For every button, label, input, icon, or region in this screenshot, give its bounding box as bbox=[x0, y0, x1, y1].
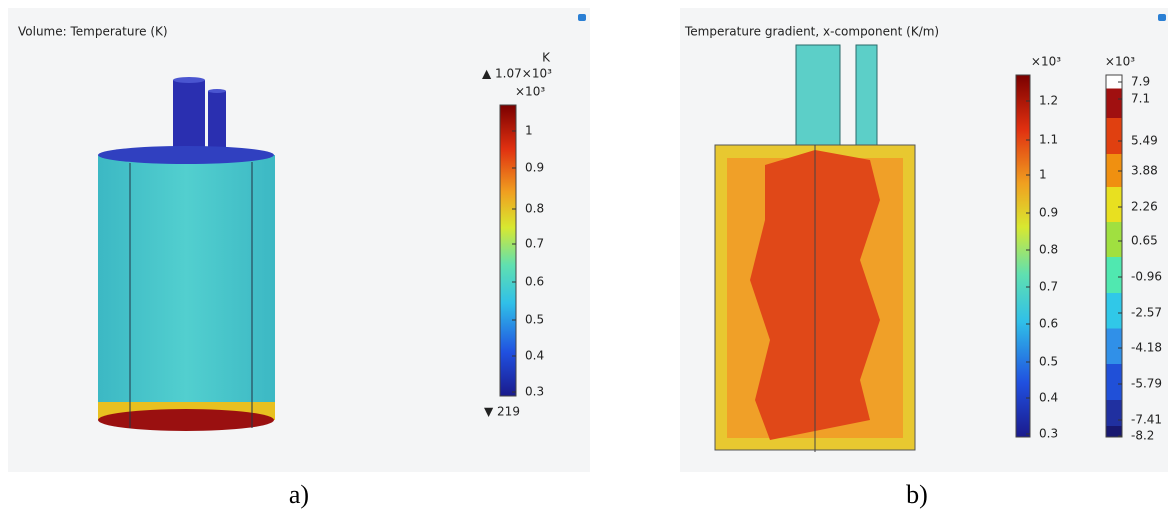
colorbar-tick-label: 0.6 bbox=[1039, 317, 1058, 331]
colorbar-segment bbox=[1106, 89, 1122, 119]
view-icon[interactable] bbox=[1158, 14, 1166, 21]
colorbar-segment bbox=[1106, 364, 1122, 400]
colorbar-segment bbox=[1106, 426, 1122, 437]
colorbar-tick-label: 0.9 bbox=[525, 161, 544, 175]
colorbar bbox=[500, 105, 516, 396]
view-icon[interactable] bbox=[578, 14, 586, 21]
colorbar-segment bbox=[1106, 400, 1122, 426]
colorbar-tick-label: 2.26 bbox=[1131, 200, 1158, 214]
colorbar-tick-label: -0.96 bbox=[1131, 270, 1162, 284]
colorbar-tick-label: 0.7 bbox=[1039, 280, 1058, 294]
colorbar-tick-label: 0.5 bbox=[525, 313, 544, 327]
colorbar-tick-label: 1 bbox=[1039, 168, 1047, 182]
colorbar-segment bbox=[1106, 329, 1122, 365]
colorbar-tick-label: 1.1 bbox=[1039, 133, 1058, 147]
panel-title: Temperature gradient, x-component (K/m) bbox=[684, 25, 939, 39]
colorbar-segment bbox=[1106, 293, 1122, 329]
figure: Volume: Temperature (K) K ▲ 1.07×10³ ×10… bbox=[0, 0, 1168, 519]
colorbar-tick-label: 5.49 bbox=[1131, 134, 1158, 148]
colorbar-scale: ×10³ bbox=[515, 85, 545, 99]
colorbar-tick-label: 0.3 bbox=[1039, 427, 1058, 441]
colorbar-tick-label: -4.18 bbox=[1131, 341, 1162, 355]
colorbar-discrete bbox=[1106, 75, 1122, 437]
colorbar-segment bbox=[1106, 187, 1122, 222]
colorbar-scale: ×10³ bbox=[1031, 55, 1061, 69]
colorbar-min: ▼ 219 bbox=[484, 405, 520, 419]
colorbar-tick-label: 7.1 bbox=[1131, 92, 1150, 106]
colorbar-tick-label: 0.3 bbox=[525, 385, 544, 399]
colorbar bbox=[1016, 75, 1030, 437]
colorbar-tick-label: 0.9 bbox=[1039, 206, 1058, 220]
colorbar-max: ▲ 1.07×10³ bbox=[482, 67, 552, 81]
caption: b) bbox=[906, 480, 928, 509]
colorbar-tick-label: 1.2 bbox=[1039, 94, 1058, 108]
colorbar-tick-label: 3.88 bbox=[1131, 164, 1158, 178]
colorbar-tick-label: 0.7 bbox=[525, 237, 544, 251]
colorbar-scale: ×10³ bbox=[1105, 55, 1135, 69]
colorbar-tick-label: 0.4 bbox=[525, 349, 544, 363]
colorbar-tick-label: 0.5 bbox=[1039, 355, 1058, 369]
colorbar-tick-label: 0.6 bbox=[525, 275, 544, 289]
colorbar-tick-label: -8.2 bbox=[1131, 429, 1154, 443]
colorbar-segment bbox=[1106, 118, 1122, 154]
colorbar-tick-label: 0.65 bbox=[1131, 234, 1158, 248]
colorbar-unit: K bbox=[542, 51, 551, 65]
colorbar-tick-label: 0.8 bbox=[1039, 243, 1058, 257]
colorbar-tick-label: 0.4 bbox=[1039, 391, 1058, 405]
colorbar-tick-label: 7.9 bbox=[1131, 75, 1150, 89]
colorbar-segment bbox=[1106, 222, 1122, 257]
colorbar-tick-label: 0.8 bbox=[525, 202, 544, 216]
colorbar-segment bbox=[1106, 257, 1122, 293]
colorbar-tick-label: -2.57 bbox=[1131, 306, 1162, 320]
panel-title: Volume: Temperature (K) bbox=[18, 25, 168, 39]
colorbar-tick-label: 1 bbox=[525, 124, 533, 138]
colorbar-tick-label: -7.41 bbox=[1131, 413, 1162, 427]
colorbar-tick-label: -5.79 bbox=[1131, 377, 1162, 391]
caption: a) bbox=[289, 480, 309, 509]
